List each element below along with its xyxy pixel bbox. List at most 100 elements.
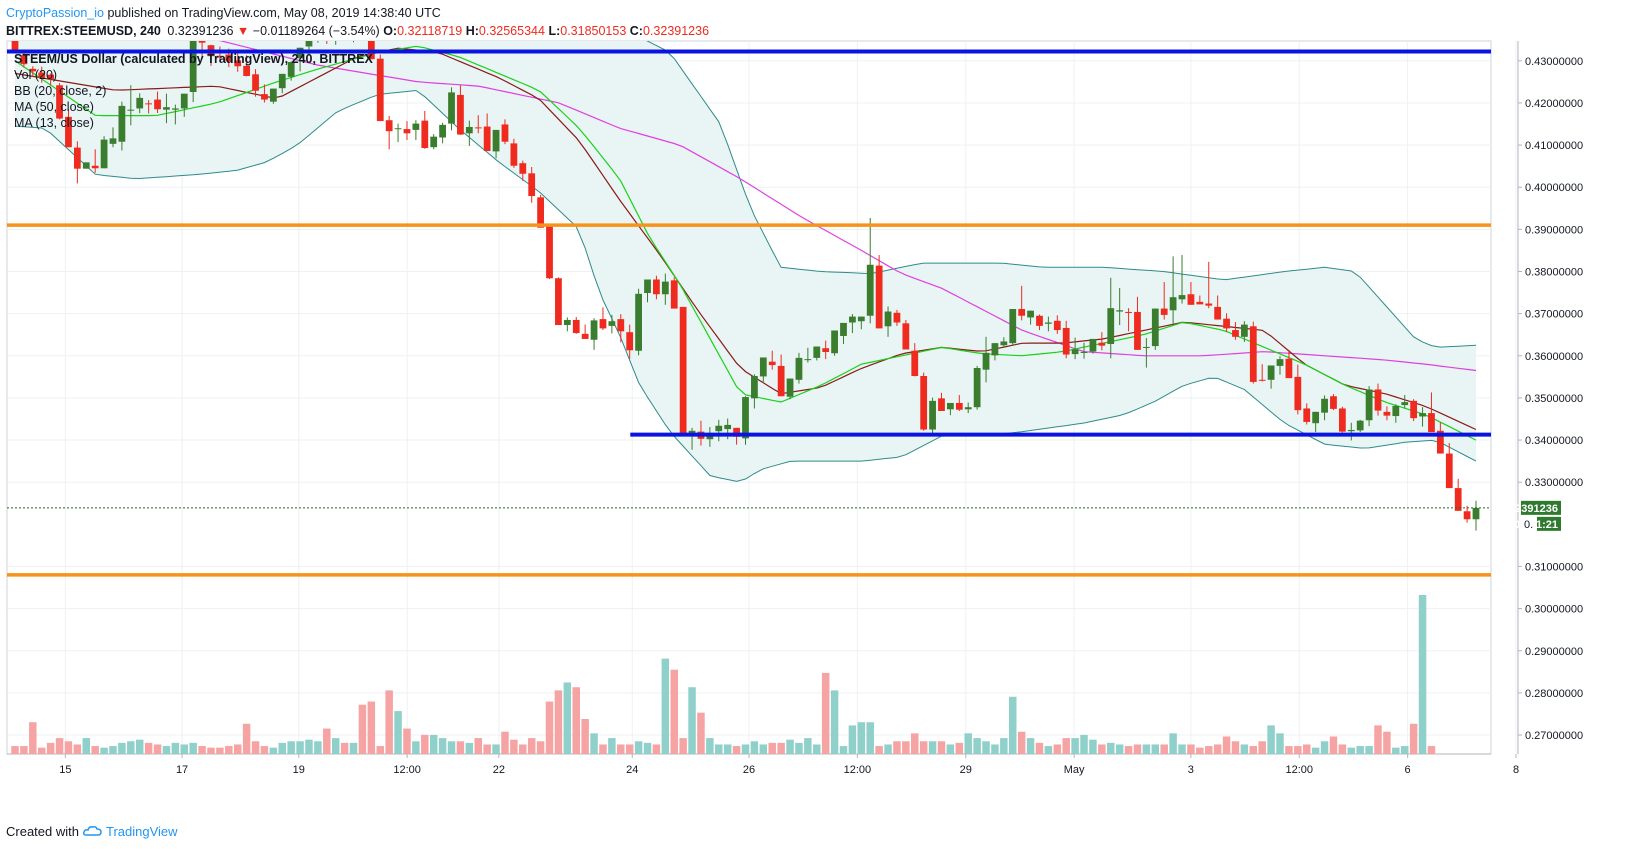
volume-bar bbox=[73, 744, 82, 754]
candle-body bbox=[635, 293, 642, 351]
candle-body bbox=[234, 60, 242, 67]
volume-bar bbox=[688, 687, 696, 754]
candle-body bbox=[1294, 376, 1302, 411]
candle-body bbox=[315, 31, 322, 40]
candle-body bbox=[127, 109, 135, 111]
candle-body bbox=[430, 136, 438, 148]
drawn-support-lines[interactable] bbox=[7, 49, 1491, 577]
volume-bar bbox=[171, 742, 180, 754]
volume-bar bbox=[29, 722, 37, 754]
y-tick-label-8: 0.35000000 bbox=[1525, 393, 1583, 405]
volume-bar bbox=[1365, 746, 1373, 754]
volume-bar bbox=[884, 744, 892, 754]
candle-body bbox=[733, 427, 740, 437]
volume-bar bbox=[670, 669, 678, 754]
price-change: −0.01189264 (−3.54%) bbox=[252, 24, 380, 38]
candle-body bbox=[804, 359, 812, 361]
author-link[interactable]: CryptoPassion_io bbox=[6, 6, 104, 20]
volume-bar bbox=[813, 744, 821, 754]
y-tick-label-7: 0.36000000 bbox=[1525, 351, 1583, 363]
candle-body bbox=[100, 139, 108, 169]
candle-body bbox=[768, 361, 776, 366]
candle-body bbox=[483, 126, 491, 151]
candle-body bbox=[1080, 351, 1088, 353]
legend-item-ma13: MA (13, close) bbox=[14, 116, 94, 130]
candle-body bbox=[1401, 402, 1409, 406]
volume-bar bbox=[91, 746, 99, 754]
x-tick-label-5: 24 bbox=[626, 764, 638, 776]
volume-bar bbox=[412, 741, 420, 754]
candle-body bbox=[82, 162, 90, 169]
volume-bar bbox=[599, 744, 607, 754]
bollinger-bands bbox=[14, 41, 1477, 482]
y-tick-label-4: 0.39000000 bbox=[1525, 224, 1583, 236]
volume-bar bbox=[617, 744, 625, 754]
chart-canvas[interactable]: 0.43000000 0.42000000 0.41000000 0.40000000… bbox=[0, 0, 1627, 820]
volume-bar bbox=[1329, 736, 1338, 754]
x-tick-label-11: 12:00 bbox=[1285, 764, 1313, 776]
volume-bar bbox=[572, 687, 580, 754]
candle-body bbox=[581, 333, 589, 339]
tradingview-link[interactable]: TradingView bbox=[106, 824, 178, 839]
candle-body bbox=[136, 97, 144, 109]
volume-bar bbox=[652, 744, 661, 754]
candle-body bbox=[145, 103, 153, 105]
candle-body bbox=[777, 365, 785, 397]
x-tick-label-1: 17 bbox=[176, 764, 188, 776]
candle-body bbox=[73, 147, 81, 169]
volume-bar bbox=[697, 712, 705, 754]
published-text: published on TradingView.com, May 08, 20… bbox=[107, 6, 441, 20]
volume-bar bbox=[732, 746, 741, 754]
volume-bar bbox=[715, 744, 723, 754]
volume-bar bbox=[919, 741, 928, 754]
candle-body bbox=[341, 30, 348, 31]
candle-body bbox=[857, 316, 865, 322]
candle-body bbox=[1196, 301, 1204, 305]
volume-bar bbox=[839, 746, 848, 754]
volume-bar bbox=[483, 744, 491, 754]
x-tick-label-10: 3 bbox=[1188, 764, 1194, 776]
close-value: 0.32391236 bbox=[642, 24, 710, 38]
candle-body bbox=[679, 306, 687, 434]
candle-body bbox=[1071, 349, 1079, 355]
volume-bar bbox=[1311, 747, 1320, 754]
candle-body bbox=[866, 264, 874, 316]
volume-bar bbox=[492, 744, 500, 754]
volume-bar bbox=[287, 741, 295, 754]
volume-bar bbox=[1009, 696, 1017, 754]
ma13-line bbox=[14, 47, 1477, 431]
volume-bar bbox=[1409, 723, 1418, 754]
volume-bar bbox=[1044, 746, 1053, 754]
volume-bar bbox=[296, 741, 304, 754]
volume-bar bbox=[1383, 731, 1391, 754]
y-tick-label-1: 0.42000000 bbox=[1525, 98, 1583, 110]
volume-bar bbox=[216, 747, 224, 754]
y-tick-label-2: 0.41000000 bbox=[1525, 140, 1583, 152]
volume-bar bbox=[474, 738, 482, 754]
volume-bar bbox=[1267, 725, 1275, 754]
volume-bar bbox=[11, 746, 19, 754]
volume-bar bbox=[225, 746, 233, 754]
y-tick-label-15: 0.27000000 bbox=[1525, 730, 1583, 742]
candle-body bbox=[528, 173, 536, 197]
volume-bar bbox=[20, 746, 28, 754]
candle-body bbox=[1169, 297, 1177, 311]
candle-body bbox=[189, 41, 197, 92]
bb-fill bbox=[15, 41, 1476, 482]
volume-bar bbox=[1053, 744, 1062, 754]
candle-body bbox=[269, 88, 277, 102]
symbol-label: BITTREX:STEEMUSD, 240 bbox=[6, 24, 161, 38]
x-tick-label-9: May bbox=[1064, 764, 1085, 776]
candle-body bbox=[216, 55, 224, 57]
candle-body bbox=[991, 343, 999, 356]
volume-bar bbox=[180, 744, 189, 754]
volume-bar bbox=[768, 742, 776, 754]
publish-line: CryptoPassion_io published on TradingVie… bbox=[6, 6, 441, 20]
candle-body bbox=[412, 123, 420, 130]
candle-body bbox=[278, 73, 286, 89]
candle-body bbox=[555, 278, 562, 326]
candle-body bbox=[1116, 310, 1124, 312]
volume-bar bbox=[519, 744, 527, 754]
volume-bar bbox=[305, 739, 313, 754]
volume-bar bbox=[46, 742, 55, 754]
